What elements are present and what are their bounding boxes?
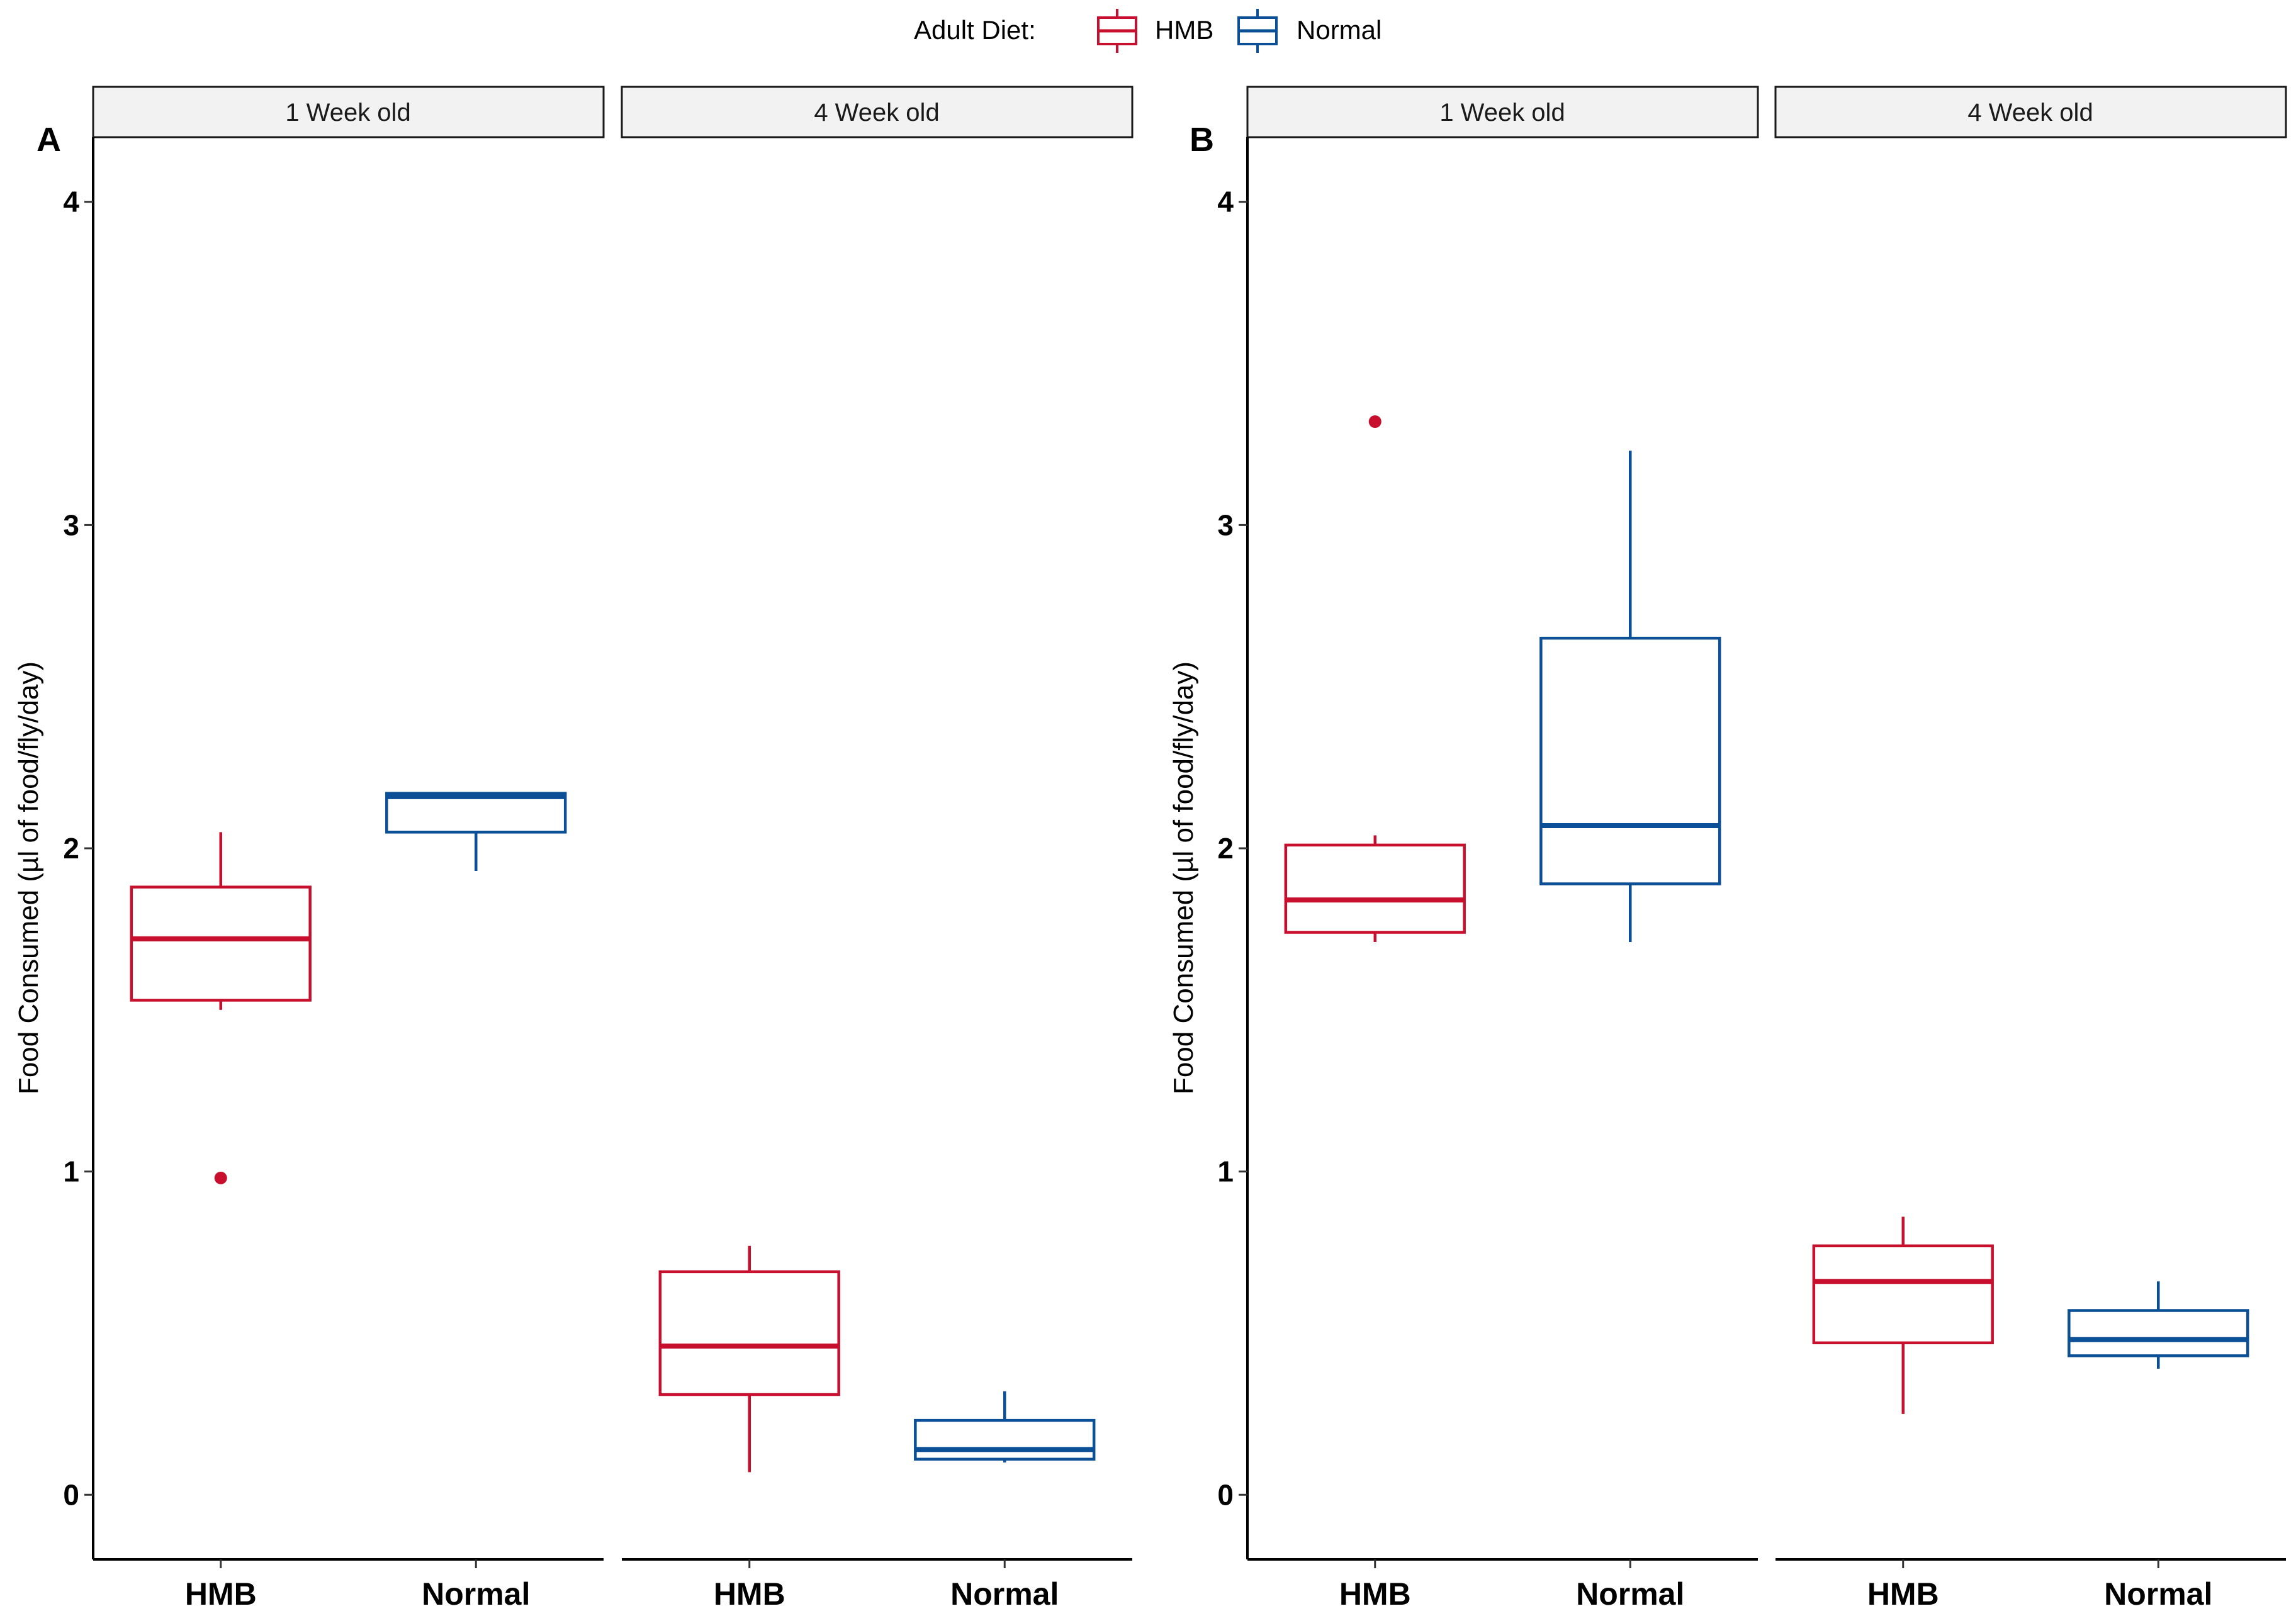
boxplot-hmb [658,1245,840,1473]
facet-strip-label-b-1: 1 Week old [1439,99,1565,126]
box-iqr [2068,1309,2249,1357]
y-tick-label: 1 [63,1155,79,1188]
y-tick-label: 3 [1217,508,1234,541]
legend-label-normal: Normal [1297,15,1382,45]
boxplot-hmb [1284,415,1466,942]
facet-strip-a-1 [92,86,605,138]
x-ticks-a: HMB Normal HMB Normal [185,1559,1059,1611]
y-axis-title-b: Food Consumed (µl of food/fly/day) [1168,661,1199,1094]
y-tick-label: 4 [63,186,79,218]
box-iqr [1284,843,1466,934]
legend: Adult Diet: HMB Normal [914,9,1382,53]
facet-strip-label-a-2: 4 Week old [814,99,939,126]
boxplot-normal [1539,451,1721,942]
x-tick-label: Normal [422,1576,530,1611]
legend-item-normal: Normal [1237,9,1382,53]
legend-title: Adult Diet: [914,15,1036,45]
boxplot-normal [385,792,567,871]
facet-strip-a-2 [621,86,1134,138]
y-axis-title-a: Food Consumed (µl of food/fly/day) [13,661,44,1094]
panel-tag-b: B [1190,121,1214,159]
panel-b: B Food Consumed (µl of food/fly/day) 1 W… [1168,86,2287,1611]
x-tick-label: HMB [1867,1576,1939,1611]
facet-strip-b-2 [1774,86,2287,138]
boxplots-b [1284,415,2249,1414]
axes-a [92,137,1132,1561]
x-tick-label: HMB [1339,1576,1411,1611]
facet-strip-label-a-1: 1 Week old [285,99,410,126]
facet-strips-b: 1 Week old 4 Week old [1246,86,2287,138]
y-tick-label: 3 [63,508,79,541]
y-tick-label: 0 [63,1478,79,1511]
box-iqr [130,885,312,1002]
x-tick-label: HMB [185,1576,257,1611]
y-tick-label: 0 [1217,1478,1234,1511]
box-iqr [1812,1244,1994,1345]
x-tick-label: Normal [950,1576,1059,1611]
panel-a: A Food Consumed (µl of food/fly/day) 1 W… [13,86,1134,1611]
x-tick-label: Normal [1576,1576,1684,1611]
boxplot-normal [914,1391,1096,1462]
legend-item-hmb: HMB [1097,9,1213,53]
legend-label-hmb: HMB [1155,15,1213,45]
legend-key-normal [1237,9,1278,53]
x-ticks-b: HMB Normal HMB Normal [1339,1559,2212,1611]
boxplot-hmb [1812,1216,1994,1414]
box-iqr [385,792,567,834]
facet-strips-a: 1 Week old 4 Week old [92,86,1134,138]
boxplots-a [130,792,1096,1473]
y-ticks-b: 0 1 2 3 4 [1217,186,1247,1511]
panel-tag-a: A [37,121,61,159]
box-iqr [658,1270,840,1396]
boxplot-hmb [130,832,312,1184]
y-tick-label: 1 [1217,1155,1234,1188]
box-iqr [914,1418,1096,1461]
facet-strip-b-1 [1246,86,1759,138]
x-tick-label: HMB [714,1576,785,1611]
y-tick-label: 2 [63,832,79,865]
outlier-point [1368,415,1382,428]
y-tick-label: 4 [1217,186,1234,218]
y-ticks-a: 0 1 2 3 4 [63,186,93,1511]
box-iqr [1539,636,1721,885]
boxplot-normal [2068,1281,2249,1369]
legend-key-hmb [1097,9,1137,53]
x-tick-label: Normal [2104,1576,2212,1611]
facet-strip-label-b-2: 4 Week old [1967,99,2093,126]
y-tick-label: 2 [1217,832,1234,865]
outlier-point [214,1171,227,1184]
